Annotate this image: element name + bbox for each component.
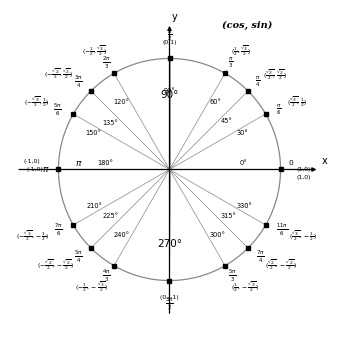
Text: $\frac{5\pi}{4}$: $\frac{5\pi}{4}$ [74,249,83,265]
Text: $(-\frac{\sqrt{3}}{2}, -\frac{1}{2})$: $(-\frac{\sqrt{3}}{2}, -\frac{1}{2})$ [16,230,49,243]
Text: 240°: 240° [113,232,129,238]
Text: $\frac{\pi}{3}$: $\frac{\pi}{3}$ [228,56,234,70]
Text: $\pi$: $\pi$ [75,159,82,168]
Text: 270°: 270° [157,239,182,249]
Text: $(-\frac{\sqrt{2}}{2}, -\frac{\sqrt{2}}{2})$: $(-\frac{\sqrt{2}}{2}, -\frac{\sqrt{2}}{… [37,258,74,272]
Text: 180°: 180° [97,160,113,166]
Text: $\frac{5\pi}{6}$: $\frac{5\pi}{6}$ [53,101,62,118]
Text: (-1,0): (-1,0) [26,167,43,172]
Text: 30°: 30° [236,130,248,136]
Text: $\frac{3\pi}{4}$: $\frac{3\pi}{4}$ [74,74,83,90]
Text: $\frac{4\pi}{3}$: $\frac{4\pi}{3}$ [102,268,111,284]
Text: $\frac{11\pi}{6}$: $\frac{11\pi}{6}$ [276,221,288,238]
Text: 60°: 60° [210,99,221,105]
Text: 315°: 315° [221,213,237,219]
Text: $\frac{\pi}{2}$: $\frac{\pi}{2}$ [167,28,172,43]
Text: $(-\frac{\sqrt{2}}{2}, \frac{\sqrt{2}}{2})$: $(-\frac{\sqrt{2}}{2}, \frac{\sqrt{2}}{2… [44,67,74,81]
Text: $(\frac{\sqrt{2}}{2}, -\frac{\sqrt{2}}{2})$: $(\frac{\sqrt{2}}{2}, -\frac{\sqrt{2}}{2… [265,258,297,272]
Text: (0,1): (0,1) [162,40,177,45]
Text: $\frac{7\pi}{6}$: $\frac{7\pi}{6}$ [54,221,63,238]
Text: 90°: 90° [160,90,179,100]
Text: (cos, sin): (cos, sin) [222,21,273,30]
Text: $(\frac{\sqrt{3}}{2}, \frac{1}{2})$: $(\frac{\sqrt{3}}{2}, \frac{1}{2})$ [287,96,308,109]
Text: 0: 0 [288,160,293,166]
Text: (1,0): (1,0) [296,167,311,172]
Text: x: x [322,156,327,166]
Text: $\frac{7\pi}{4}$: $\frac{7\pi}{4}$ [256,249,265,265]
Text: $\pi$: $\pi$ [42,165,49,174]
Text: (1,0): (1,0) [296,175,311,180]
Text: $\frac{\pi}{6}$: $\frac{\pi}{6}$ [276,102,281,117]
Text: $(-\frac{\sqrt{3}}{2}, \frac{1}{2})$: $(-\frac{\sqrt{3}}{2}, \frac{1}{2})$ [24,96,49,109]
Text: 225°: 225° [102,213,118,219]
Text: $(-\frac{1}{2}, \frac{\sqrt{3}}{2})$: $(-\frac{1}{2}, \frac{\sqrt{3}}{2})$ [82,45,107,58]
Text: 90°: 90° [164,88,175,94]
Text: 300°: 300° [210,232,225,238]
Text: $\frac{5\pi}{3}$: $\frac{5\pi}{3}$ [228,268,237,284]
Text: 135°: 135° [102,120,118,126]
Text: 330°: 330° [236,203,252,209]
Text: $\frac{2\pi}{3}$: $\frac{2\pi}{3}$ [102,55,111,71]
Text: (-1,0): (-1,0) [24,159,41,164]
Text: $(\frac{1}{2}, \frac{\sqrt{3}}{2})$: $(\frac{1}{2}, \frac{\sqrt{3}}{2})$ [231,45,251,58]
Text: 45°: 45° [221,118,233,124]
Text: 150°: 150° [86,130,102,136]
Text: $(-\frac{1}{2}, -\frac{\sqrt{3}}{2})$: $(-\frac{1}{2}, -\frac{\sqrt{3}}{2})$ [75,281,108,294]
Text: y: y [172,12,178,22]
Text: 210°: 210° [87,203,103,209]
Text: (0, -1): (0, -1) [160,295,179,300]
Text: $\frac{3\pi}{2}$: $\frac{3\pi}{2}$ [165,296,174,312]
Text: $\frac{\pi}{4}$: $\frac{\pi}{4}$ [255,74,260,89]
Text: $(\frac{1}{2}, -\frac{\sqrt{3}}{2})$: $(\frac{1}{2}, -\frac{\sqrt{3}}{2})$ [231,281,259,294]
Text: $(\frac{\sqrt{2}}{2}, \frac{\sqrt{2}}{2})$: $(\frac{\sqrt{2}}{2}, \frac{\sqrt{2}}{2}… [263,68,287,82]
Text: $(\frac{\sqrt{3}}{2}, -\frac{1}{2})$: $(\frac{\sqrt{3}}{2}, -\frac{1}{2})$ [290,230,318,243]
Text: 0°: 0° [240,160,248,166]
Text: 120°: 120° [114,99,129,105]
